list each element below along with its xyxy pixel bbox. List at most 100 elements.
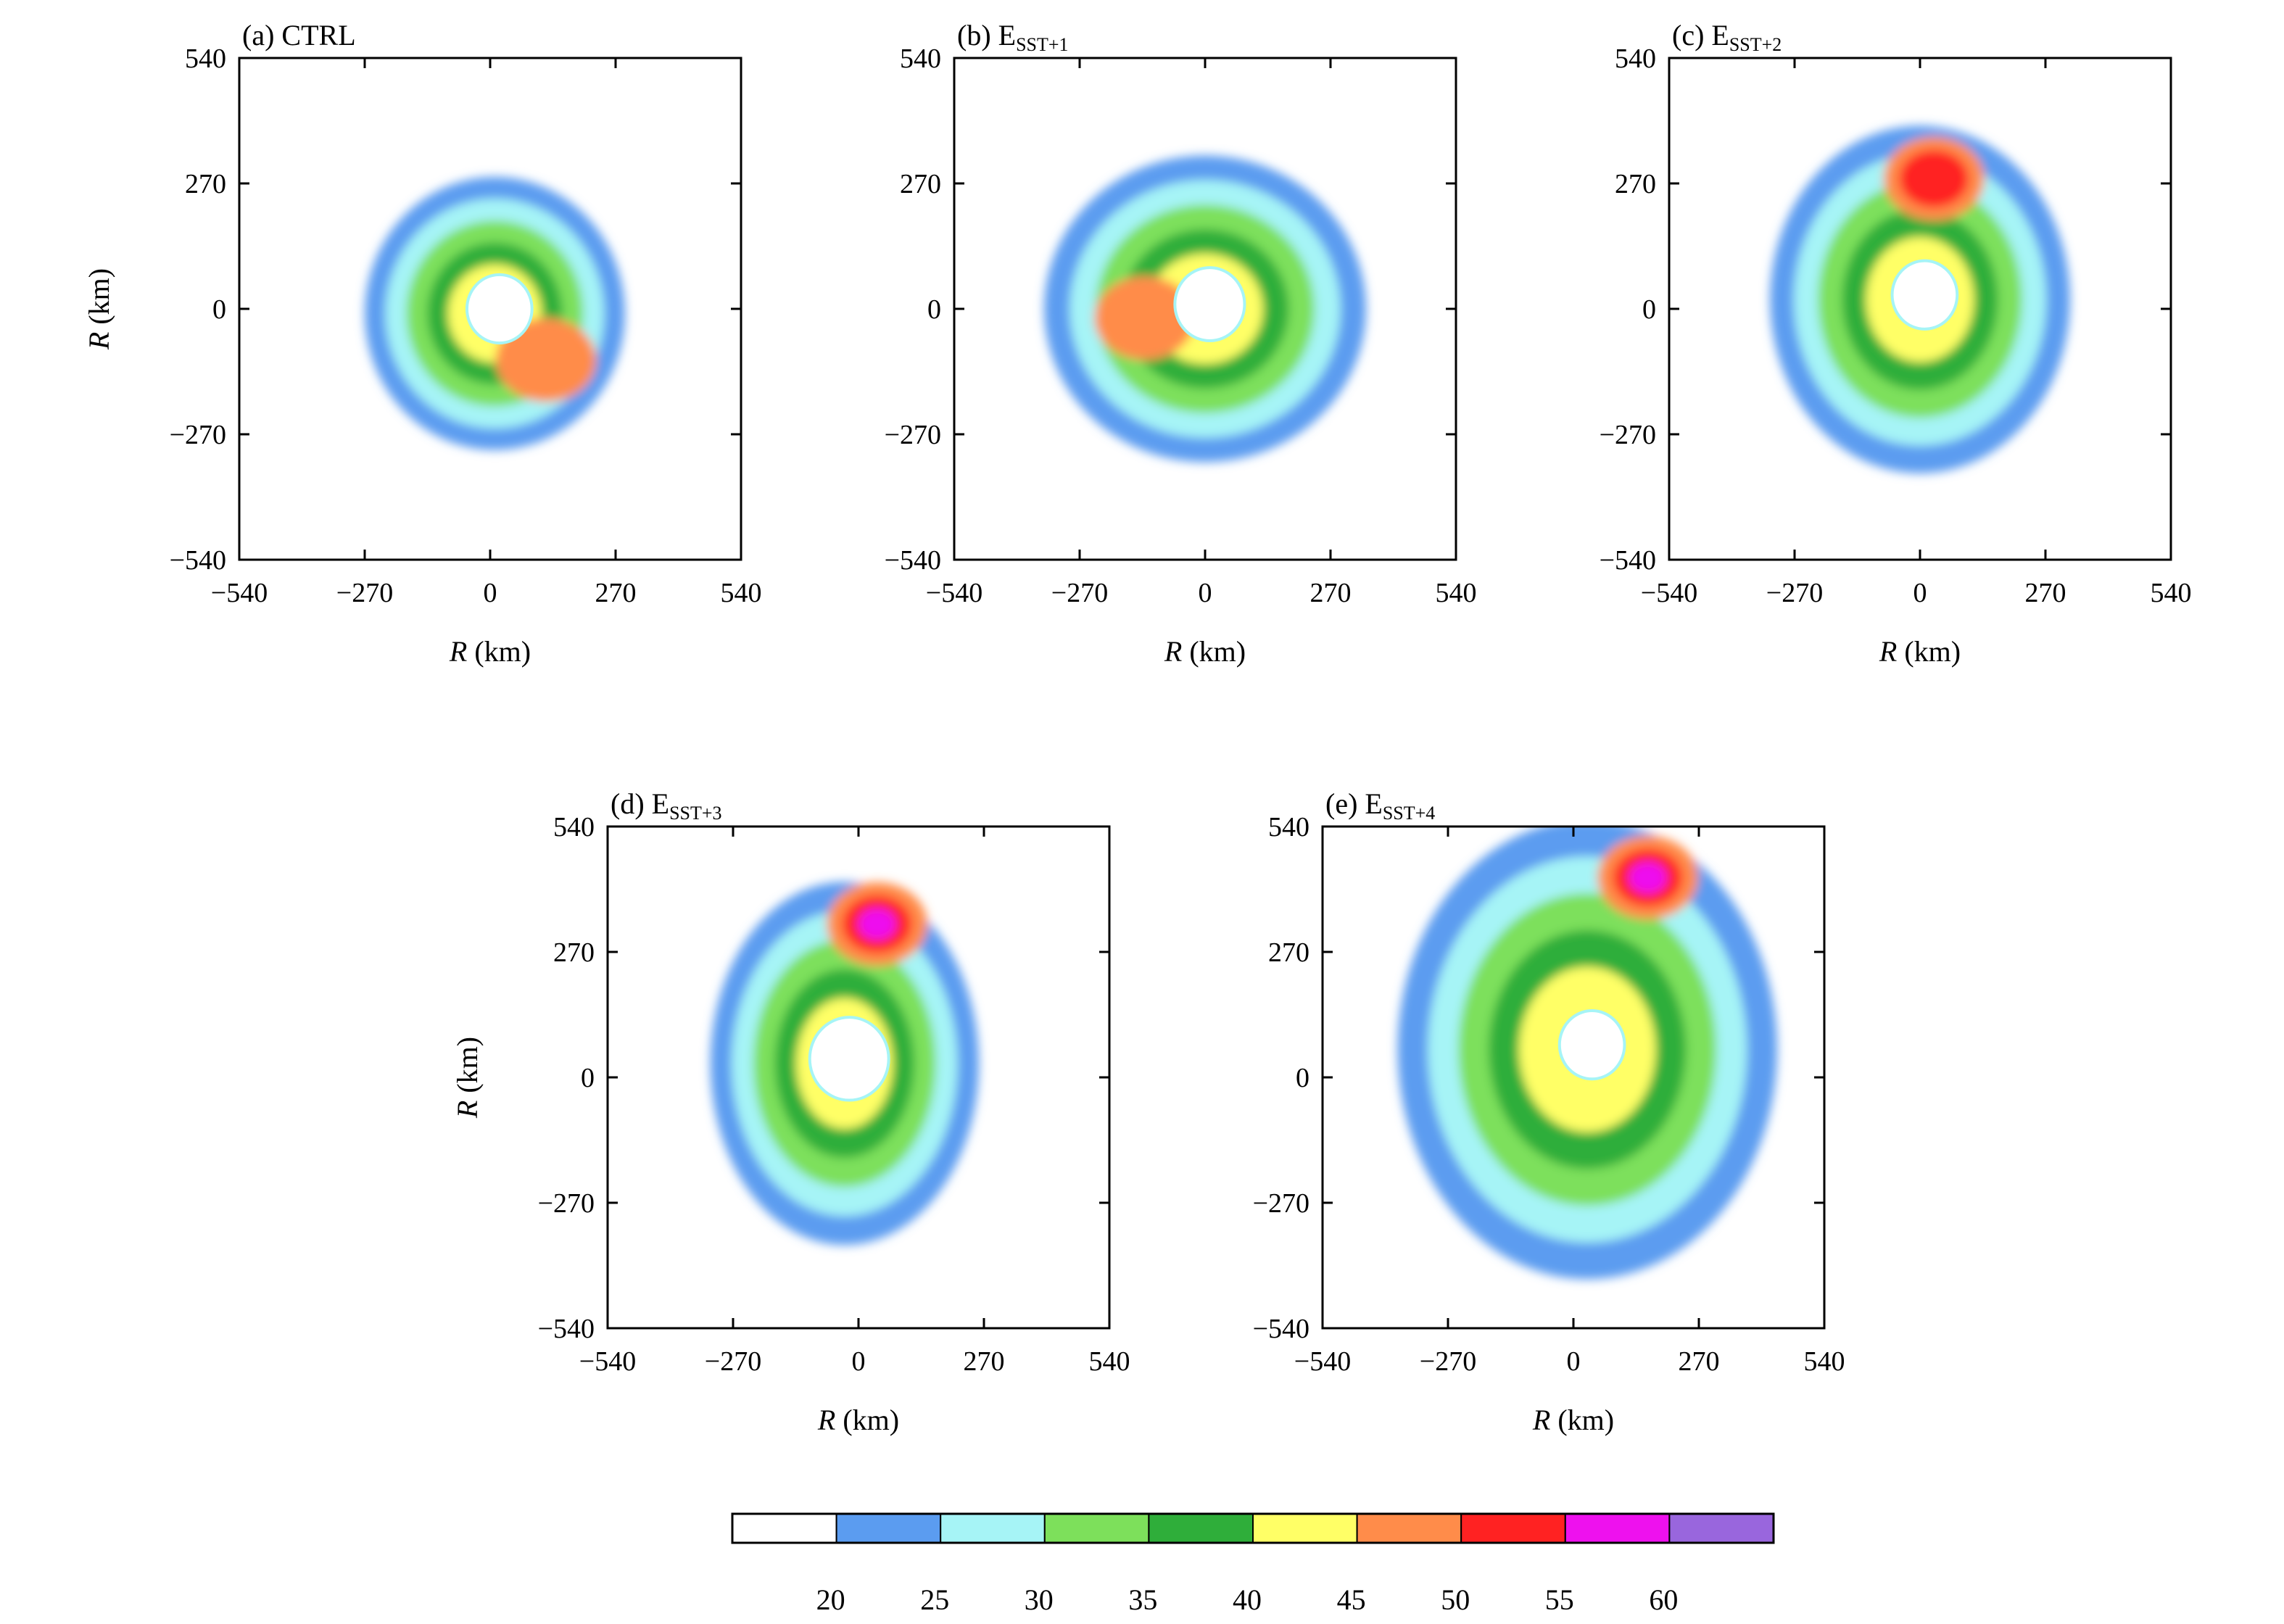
y-tick-label: 270: [553, 937, 595, 968]
y-tick-label: −540: [885, 545, 941, 576]
y-tick-label: 540: [1615, 44, 1656, 74]
x-tick-label: 270: [964, 1346, 1005, 1377]
y-tick-label: −270: [538, 1188, 595, 1219]
y-tick-label: −270: [1600, 420, 1656, 450]
panel-d: −540 −270 0 270 540 −540 −270 0 270 540 (d) ESST+3…: [451, 787, 1130, 1436]
colorbar-swatch: [1668, 1513, 1774, 1544]
colorbar-swatch: [940, 1513, 1046, 1544]
x-axis-label: R (km): [817, 1404, 899, 1436]
colorbar-label: 45: [1337, 1583, 1366, 1616]
y-tick-label: 270: [185, 169, 226, 199]
contour-field-c: [1770, 125, 2070, 473]
y-tick-label: 0: [581, 1063, 595, 1093]
x-tick-label: 540: [1436, 578, 1477, 608]
colorbar-label: 35: [1128, 1583, 1157, 1616]
x-tick-label: 0: [1567, 1346, 1581, 1377]
panel-title: (d) ESST+3: [611, 787, 722, 824]
panel-c: −540 −270 0 270 540 −540 −270 0 270 540 (c) ESST+2…: [1600, 19, 2192, 668]
y-tick-label: −540: [538, 1314, 595, 1344]
y-tick-label: 540: [900, 44, 941, 74]
x-tick-label: −270: [336, 578, 393, 608]
eye-region: [1557, 1009, 1626, 1081]
colorbar-swatch: [1564, 1513, 1671, 1544]
x-tick-label: 0: [484, 578, 497, 608]
x-tick-label: −540: [926, 578, 982, 608]
y-tick-label: −270: [885, 420, 941, 450]
panel-title: (e) ESST+4: [1325, 787, 1435, 824]
colorbar-frame: [731, 1512, 1775, 1544]
panel-title: (a) CTRL: [242, 19, 356, 51]
colorbar-label: 50: [1441, 1583, 1470, 1616]
x-tick-label: 0: [852, 1346, 866, 1377]
eye-region: [465, 273, 534, 345]
panel-e: −540 −270 0 270 540 −540 −270 0 270 540 (e) ESST+4…: [1253, 787, 1845, 1436]
contour-field-e: [1397, 826, 1777, 1280]
x-tick-label: 270: [595, 578, 637, 608]
panel-b: −540 −270 0 270 540 −540 −270 0 270 540 (b) ESST+1…: [885, 19, 1477, 668]
x-tick-label: −270: [1420, 1346, 1476, 1377]
y-tick-label: −540: [170, 545, 226, 576]
panel-title: (b) ESST+1: [957, 19, 1069, 55]
panels-group: −540 −270 0 270 540 −540 −270 0 270 540 (a) CTRL R …: [83, 19, 2192, 1436]
x-tick-label: −270: [705, 1346, 761, 1377]
x-tick-label: 540: [2151, 578, 2192, 608]
y-tick-label: −540: [1253, 1314, 1309, 1344]
panel-a: −540 −270 0 270 540 −540 −270 0 270 540 (a) CTRL R …: [83, 19, 762, 668]
y-tick-label: −270: [1253, 1188, 1309, 1219]
y-tick-label: 540: [1268, 812, 1309, 842]
x-tick-label: 0: [1913, 578, 1927, 608]
y-tick-label: 270: [900, 169, 941, 199]
colorbar: 20 25 30 35 40 45 50 55 60: [731, 1512, 1775, 1616]
x-tick-label: −540: [1641, 578, 1697, 608]
x-tick-label: −270: [1051, 578, 1108, 608]
contour-peak: [858, 908, 896, 940]
colorbar-swatch: [1460, 1513, 1566, 1544]
y-tick-label: 270: [1615, 169, 1656, 199]
x-axis-label: R (km): [1164, 635, 1246, 668]
contour-peak: [1899, 149, 1969, 208]
x-axis-label: R (km): [449, 635, 531, 668]
y-axis-label: R (km): [83, 268, 115, 350]
colorbar-swatch: [1043, 1513, 1150, 1544]
x-tick-label: 270: [1310, 578, 1352, 608]
y-tick-label: 540: [185, 44, 226, 74]
eye-region: [1890, 259, 1959, 331]
x-tick-label: 270: [2025, 578, 2066, 608]
colorbar-label: 60: [1649, 1583, 1678, 1616]
colorbar-label: 20: [816, 1583, 845, 1616]
y-tick-label: 0: [1642, 294, 1656, 325]
contour-peak: [495, 318, 597, 402]
x-tick-label: 540: [1089, 1346, 1130, 1377]
colorbar-label: 30: [1025, 1583, 1054, 1616]
y-tick-label: 270: [1268, 937, 1309, 968]
x-tick-label: 0: [1199, 578, 1212, 608]
x-tick-label: 540: [721, 578, 762, 608]
contour-field-b: [1043, 155, 1367, 463]
x-tick-label: −270: [1766, 578, 1823, 608]
contour-field-d: [710, 882, 979, 1246]
y-tick-label: 540: [553, 812, 595, 842]
x-tick-label: −540: [579, 1346, 636, 1377]
contour-peak: [1094, 276, 1195, 360]
x-tick-label: 270: [1679, 1346, 1720, 1377]
contour-peak: [1629, 861, 1667, 894]
eye-region: [808, 1016, 890, 1102]
y-tick-label: 0: [212, 294, 226, 325]
colorbar-swatch: [732, 1513, 837, 1544]
colorbar-swatch: [1148, 1513, 1254, 1544]
y-axis-label: R (km): [451, 1037, 484, 1119]
panel-title: (c) ESST+2: [1672, 19, 1782, 55]
colorbar-label: 55: [1545, 1583, 1574, 1616]
colorbar-label: 25: [920, 1583, 949, 1616]
x-tick-label: −540: [1294, 1346, 1351, 1377]
colorbar-swatch: [835, 1513, 942, 1544]
contour-field-a: [365, 177, 625, 450]
x-tick-label: −540: [211, 578, 268, 608]
y-tick-label: −270: [170, 420, 226, 450]
x-axis-label: R (km): [1532, 1404, 1614, 1436]
y-tick-label: 0: [1296, 1063, 1309, 1093]
x-tick-label: 540: [1804, 1346, 1845, 1377]
y-tick-label: 0: [927, 294, 941, 325]
colorbar-swatch: [1356, 1513, 1462, 1544]
